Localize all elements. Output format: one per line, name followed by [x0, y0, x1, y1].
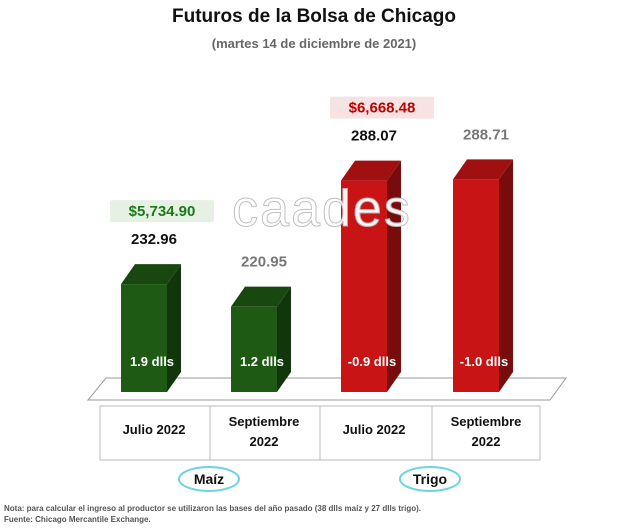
- footnote-note: Nota: para calcular el ingreso al produc…: [4, 504, 422, 513]
- chart-floor: [86, 377, 567, 401]
- bar-side: [167, 264, 181, 392]
- bar-side: [499, 159, 513, 392]
- category-label: Septiembre 2022: [229, 414, 300, 449]
- category-label: Julio 2022: [123, 422, 186, 437]
- bar: [121, 284, 167, 392]
- group-label: Maíz: [194, 471, 224, 487]
- price-label: $6,668.48: [349, 100, 416, 117]
- category-label: Septiembre 2022: [451, 414, 522, 449]
- value-label: 220.95: [241, 254, 287, 271]
- price-box: [330, 96, 434, 119]
- bar-top: [453, 159, 513, 180]
- category-label: Julio 2022: [343, 422, 406, 437]
- bar: [231, 306, 277, 392]
- footnote-source: Fuente: Chicago Mercantile Exchange.: [4, 515, 151, 524]
- group-oval: [399, 466, 461, 492]
- bar: [341, 180, 387, 392]
- basis-label: 1.9 dlls: [130, 354, 174, 369]
- price-label: $5,734.90: [129, 203, 196, 220]
- bar-top: [121, 264, 181, 285]
- bar-side: [277, 286, 291, 392]
- bar-side: [387, 160, 401, 392]
- basis-label: 1.2 dlls: [240, 354, 284, 369]
- value-label: 288.71: [463, 126, 509, 143]
- chart-subtitle: (martes 14 de diciembre de 2021): [211, 36, 417, 51]
- basis-label: -1.0 dlls: [460, 354, 508, 369]
- bar-top: [231, 286, 291, 307]
- bar-top: [341, 160, 401, 181]
- price-box: [110, 200, 214, 223]
- bar: [453, 179, 499, 392]
- value-label: 288.07: [351, 128, 397, 145]
- group-label: Trigo: [413, 471, 447, 487]
- basis-label: -0.9 dlls: [348, 354, 396, 369]
- group-oval: [178, 466, 240, 492]
- watermark-logo: caades: [232, 180, 412, 238]
- footnotes: Nota: para calcular el ingreso al produc…: [4, 503, 624, 525]
- chart-title: Futuros de la Bolsa de Chicago: [172, 6, 456, 27]
- value-label: 232.96: [131, 231, 177, 248]
